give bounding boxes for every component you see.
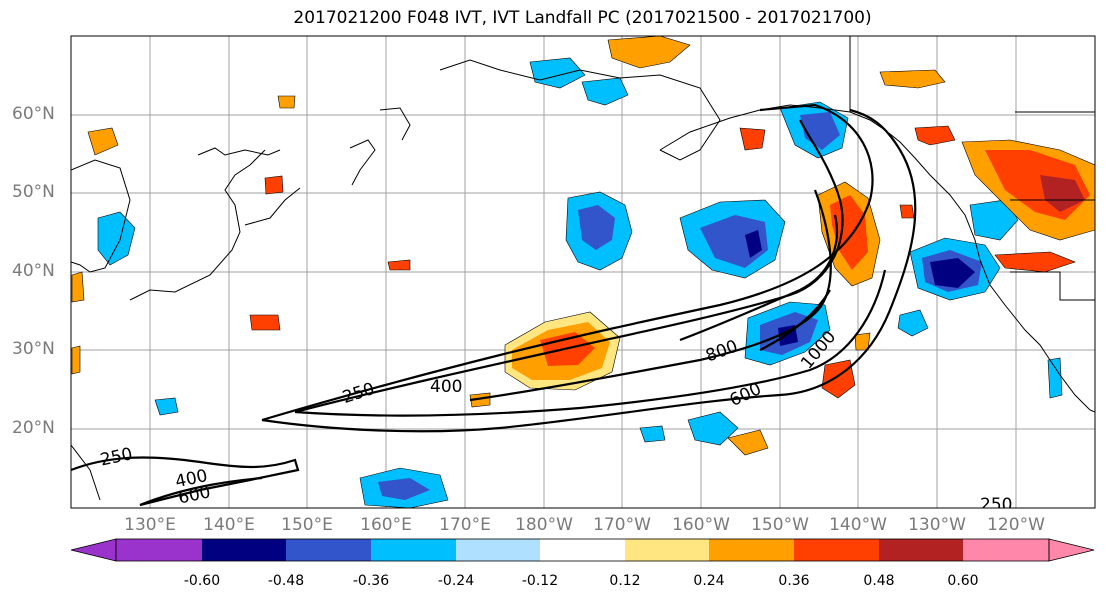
colorbar-tick-label: 0.12 xyxy=(609,573,641,589)
contour-400b xyxy=(294,269,887,417)
colorbar-tick-label: -0.24 xyxy=(437,573,475,589)
contour-600 xyxy=(469,189,832,402)
colorbar-tick-label: 0.60 xyxy=(947,573,979,589)
lon-label: 140°E xyxy=(203,515,255,535)
contour-1000 xyxy=(759,289,831,351)
colorbar-tick-label: -0.36 xyxy=(352,573,390,589)
colorbar-tick-label: -0.12 xyxy=(521,573,559,589)
lat-label: 20°N xyxy=(12,418,55,438)
negative-pc-regions xyxy=(97,57,1063,508)
colorbar-extend-right xyxy=(1048,538,1095,562)
colorbar xyxy=(70,538,1095,562)
lat-label: 50°N xyxy=(12,182,55,202)
colorbar-tick-label: 0.36 xyxy=(778,573,810,589)
colorbar-tick-label: -0.60 xyxy=(183,573,221,589)
lon-label: 170°E xyxy=(439,515,491,535)
lon-label: 160°E xyxy=(360,515,412,535)
contour-250 xyxy=(261,103,874,422)
contour-label: 250 xyxy=(980,495,1012,515)
lon-label: 120°W xyxy=(987,515,1045,535)
contour-label: 400 xyxy=(430,377,462,397)
contour-400 xyxy=(294,119,844,414)
blue-blob-japan-west xyxy=(97,211,136,266)
lon-label: 160°W xyxy=(672,515,730,535)
ivt-contours xyxy=(71,103,917,507)
map-frame xyxy=(70,35,1096,509)
contour-250b xyxy=(261,108,917,433)
contour-west-400 xyxy=(139,476,263,507)
lon-label: 150°E xyxy=(281,515,333,535)
colorbar-tick-label: -0.48 xyxy=(267,573,305,589)
lat-label: 60°N xyxy=(12,104,55,124)
colorbar-tick-label: 0.48 xyxy=(863,573,895,589)
lon-label: 170°W xyxy=(593,515,651,535)
contour-west-250 xyxy=(71,456,300,507)
map-area: 250 400 800 1000 600 250 400 600 250 xyxy=(71,36,1095,515)
colorbar-extend-left xyxy=(70,538,117,562)
colorbar-tick-label: 0.24 xyxy=(693,573,725,589)
lat-label: 30°N xyxy=(12,339,55,359)
contour-800 xyxy=(679,214,839,342)
lat-label: 40°N xyxy=(12,261,55,281)
lon-label: 180°W xyxy=(515,515,573,535)
coastlines xyxy=(71,36,1095,501)
figure-title: 2017021200 F048 IVT, IVT Landfall PC (20… xyxy=(293,8,872,28)
lon-label: 130°W xyxy=(908,515,966,535)
lon-label: 130°E xyxy=(124,515,176,535)
lon-label: 150°W xyxy=(751,515,809,535)
lon-label: 140°W xyxy=(829,515,887,535)
orange-blob-bering xyxy=(607,36,691,69)
positive-pc-regions xyxy=(71,36,1095,456)
